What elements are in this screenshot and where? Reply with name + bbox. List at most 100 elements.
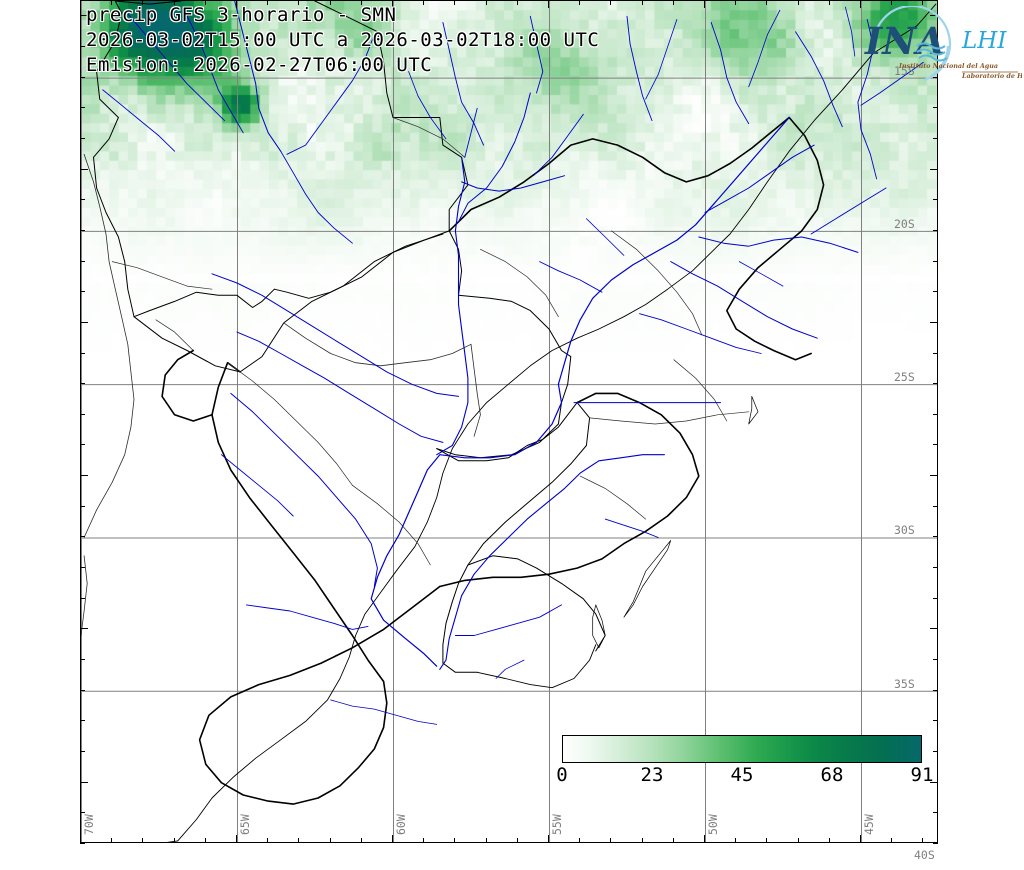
basin-divide-south: [198, 585, 441, 805]
river-xingu-head: [626, 15, 653, 122]
river-jauru: [408, 71, 447, 140]
precipitation-raster: [81, 1, 937, 842]
subbasin-divide-chaco: [283, 322, 472, 367]
river-grande-bolivia: [280, 150, 353, 244]
river-pilcomayo: [211, 273, 459, 397]
subbasin-divide-uruguay: [579, 475, 647, 520]
border-bolivia-argentina: [133, 288, 275, 318]
river-carcarana: [245, 604, 369, 630]
lat-label: 30S: [894, 523, 915, 538]
river-mogi: [738, 261, 784, 287]
river-salado-sur: [330, 699, 438, 725]
river-uruguay: [439, 454, 665, 670]
logo-acronym-ina: INA: [864, 19, 945, 63]
subbasin-divide-iguazu: [673, 359, 728, 422]
border-paraguay-east: [436, 230, 572, 459]
basin-divide-northeast: [448, 116, 825, 361]
subbasin-divide-a: [392, 117, 466, 158]
border-bolivia-peru: [93, 1, 123, 158]
river-tocantins-trib: [795, 31, 843, 128]
river-negro-uruguay: [454, 604, 562, 636]
map-vector-overlay: [81, 1, 937, 842]
river-bermejo: [236, 331, 444, 443]
logo-svg: INA Instituto Nacional del Agua LHI Labo…: [864, 4, 1024, 82]
river-paranaiba: [704, 144, 815, 213]
geography-layer: [81, 1, 937, 842]
river-sao-francisco: [857, 18, 878, 180]
lat-label: 25S: [894, 370, 915, 385]
subbasin-divide-altiplano: [111, 261, 213, 290]
subbasin-divide-apa: [480, 248, 559, 318]
border-bolivia-brazil-north: [114, 1, 182, 5]
river-itenez: [286, 34, 375, 155]
border-argentina-uruguay-brazil: [436, 402, 591, 664]
colorbar-tick: 23: [640, 764, 664, 786]
coastline-south-edge: [166, 840, 179, 842]
colorbar-tick-labels: 0 23 45 68 91: [556, 764, 933, 788]
figure-title-block: precip GFS 3-horario - SMN 2026-03-02T15…: [86, 3, 599, 78]
river-la-paz: [102, 89, 176, 152]
subbasin-divide-lower: [352, 484, 431, 566]
title-line-emission: Emision: 2026-02-27T06:00 UTC: [86, 54, 433, 76]
basin-divide-west: [211, 361, 385, 683]
colorbar-tick: 68: [820, 764, 844, 786]
colorbar-gradient: [562, 735, 922, 763]
river-guapore-head: [442, 22, 484, 146]
subbasin-divide-salado: [227, 362, 353, 486]
lat-label: 35S: [894, 676, 915, 691]
border-uruguay-south: [442, 662, 478, 673]
subbasin-divide-parana-upper: [611, 230, 703, 336]
border-bolivia-brazil-east: [314, 1, 469, 232]
river-corrente: [845, 6, 856, 57]
gridlines: [81, 1, 937, 842]
lon-label: 60W: [394, 814, 408, 835]
colorbar: 0 23 45 68 91: [556, 735, 933, 788]
coastline-rio-de-la-plata: [476, 644, 597, 689]
logo-wave-icon: [916, 42, 948, 62]
tick-right: [933, 843, 938, 844]
coastline-lagoa-dos-patos: [623, 540, 672, 618]
river-sf-trib: [860, 61, 924, 106]
logo-lab-acronym: LHI: [961, 28, 1007, 54]
colorbar-tick: 91: [910, 764, 934, 786]
river-verde: [585, 218, 625, 256]
river-grande: [698, 236, 859, 253]
river-paranapanema: [639, 313, 762, 354]
river-paraguay-head: [464, 107, 478, 158]
lon-label: 65W: [238, 814, 252, 835]
river-mamore: [234, 1, 282, 152]
title-line-variable: precip GFS 3-horario - SMN: [86, 4, 397, 26]
lon-label: 70W: [82, 814, 96, 835]
river-paraguay: [436, 156, 469, 456]
border-argentina-north: [133, 233, 444, 373]
border-chile-andes-north: [83, 153, 135, 538]
river-beni: [186, 15, 244, 134]
river-jacui: [604, 518, 659, 538]
svg-text:INA: INA: [864, 19, 945, 63]
river-paranaiba-trib: [810, 187, 887, 235]
logo-lab-name: Laboratorio de Hidrologia: [961, 72, 1022, 80]
lat-label: 20S: [894, 216, 915, 231]
basin-divide-southeast: [438, 392, 700, 588]
river-taquari: [461, 175, 566, 192]
border-bolivia-chile: [93, 156, 135, 318]
colorbar-tick: 45: [730, 764, 754, 786]
lon-label: 45W: [862, 814, 876, 835]
map-canvas-area: [81, 1, 937, 842]
coastline-bay-detail: [748, 396, 759, 425]
border-chile-andes-south: [81, 555, 88, 636]
river-tocantins-upper: [748, 9, 781, 88]
lat-label-40s: 40S: [914, 848, 935, 862]
subbasin-divide-puna: [155, 319, 194, 351]
river-salado-norte: [230, 392, 378, 587]
logo-circle-arc: [872, 4, 952, 82]
coastline-atlantic: [177, 3, 937, 842]
lon-label: 55W: [550, 814, 564, 835]
river-ivinhema: [539, 261, 603, 293]
logo-institute-name: Instituto Nacional del Agua: [898, 62, 998, 70]
river-santa-lucia: [495, 659, 525, 679]
subbasin-divide-paraguay-east: [470, 343, 481, 437]
tick-left: [80, 843, 85, 844]
river-parana: [370, 116, 790, 667]
